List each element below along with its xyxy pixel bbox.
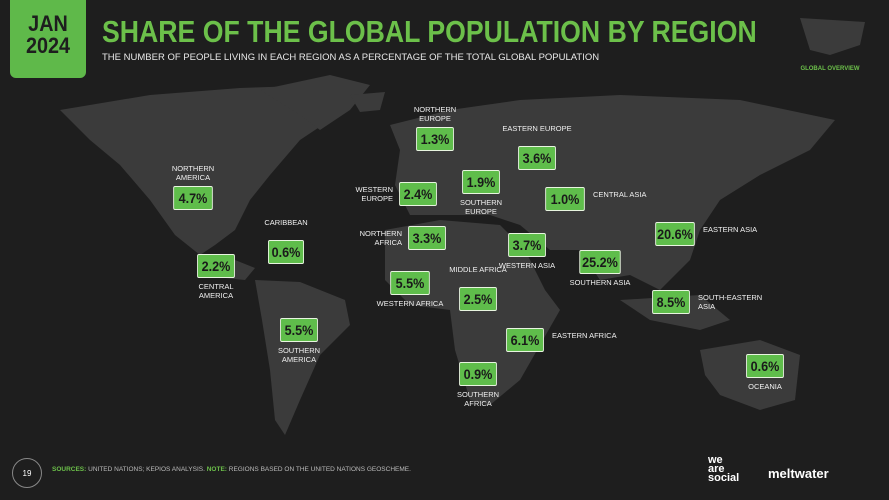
region-value: 1.9% [462, 170, 500, 194]
logo-we-are-social: we are social [708, 454, 740, 484]
region-name: NORTHERN AMERICA [171, 164, 215, 182]
region-value: 4.7% [173, 186, 213, 210]
title: SHARE OF THE GLOBAL POPULATION BY REGION [102, 14, 757, 49]
region-name: EASTERN EUROPE [502, 124, 572, 133]
region-name: EASTERN AFRICA [552, 331, 617, 340]
region-value: 6.1% [506, 328, 544, 352]
region-name: MIDDLE AFRICA [449, 265, 507, 274]
logo-meltwater: meltwater [768, 466, 829, 481]
footer-note: SOURCES: UNITED NATIONS; KEPIOS ANALYSIS… [52, 466, 411, 473]
subtitle: THE NUMBER OF PEOPLE LIVING IN EACH REGI… [102, 52, 600, 63]
region-name: SOUTHERN EUROPE [459, 198, 503, 216]
region-name: SOUTHERN ASIA [569, 278, 631, 287]
badge-month: JAN [28, 11, 68, 36]
region-value: 8.5% [652, 290, 690, 314]
region-name: WESTERN ASIA [498, 261, 556, 270]
region-value: 1.3% [416, 127, 454, 151]
region-value: 2.5% [459, 287, 497, 311]
page-number: 19 [12, 458, 42, 488]
region-name: CENTRAL ASIA [593, 190, 647, 199]
region-value: 20.6% [655, 222, 695, 246]
region-name: CARIBBEAN [264, 218, 308, 227]
region-name: SOUTHERN AMERICA [277, 346, 321, 364]
region-value: 0.6% [746, 354, 784, 378]
badge-year: 2024 [25, 33, 71, 58]
sources-key: SOURCES: [52, 466, 87, 473]
region-value: 1.0% [545, 187, 585, 211]
region-value: 0.9% [459, 362, 497, 386]
region-value: 2.2% [197, 254, 235, 278]
region-name: CENTRAL AMERICA [198, 282, 234, 300]
logo-line: we [708, 454, 723, 466]
section-label: GLOBAL OVERVIEW [800, 66, 860, 72]
region-name: EASTERN ASIA [703, 225, 758, 234]
region-name: SOUTHERN AFRICA [456, 390, 500, 408]
region-value: 0.6% [268, 240, 304, 264]
region-value: 5.5% [280, 318, 318, 342]
note-key: NOTE: [206, 466, 227, 473]
region-name: WESTERN AFRICA [376, 299, 444, 308]
region-name: NORTHERN EUROPE [413, 105, 457, 123]
sources-text: UNITED NATIONS; KEPIOS ANALYSIS. [88, 466, 205, 473]
region-name: OCEANIA [748, 382, 782, 391]
region-name: SOUTH-EASTERN ASIA [698, 293, 763, 311]
region-value: 2.4% [399, 182, 437, 206]
logo-line: social [708, 472, 740, 484]
region-value: 3.3% [408, 226, 446, 250]
region-name: WESTERN EUROPE [355, 185, 394, 203]
date-badge: JAN 2024 [10, 0, 86, 78]
region-value: 25.2% [579, 250, 621, 274]
region-value: 5.5% [390, 271, 430, 295]
region-name: NORTHERN AFRICA [359, 229, 402, 247]
region-value: 3.6% [518, 146, 556, 170]
note-text: REGIONS BASED ON THE UNITED NATIONS GEOS… [228, 466, 411, 473]
logo-line: are [708, 463, 725, 475]
region-value: 3.7% [508, 233, 546, 257]
